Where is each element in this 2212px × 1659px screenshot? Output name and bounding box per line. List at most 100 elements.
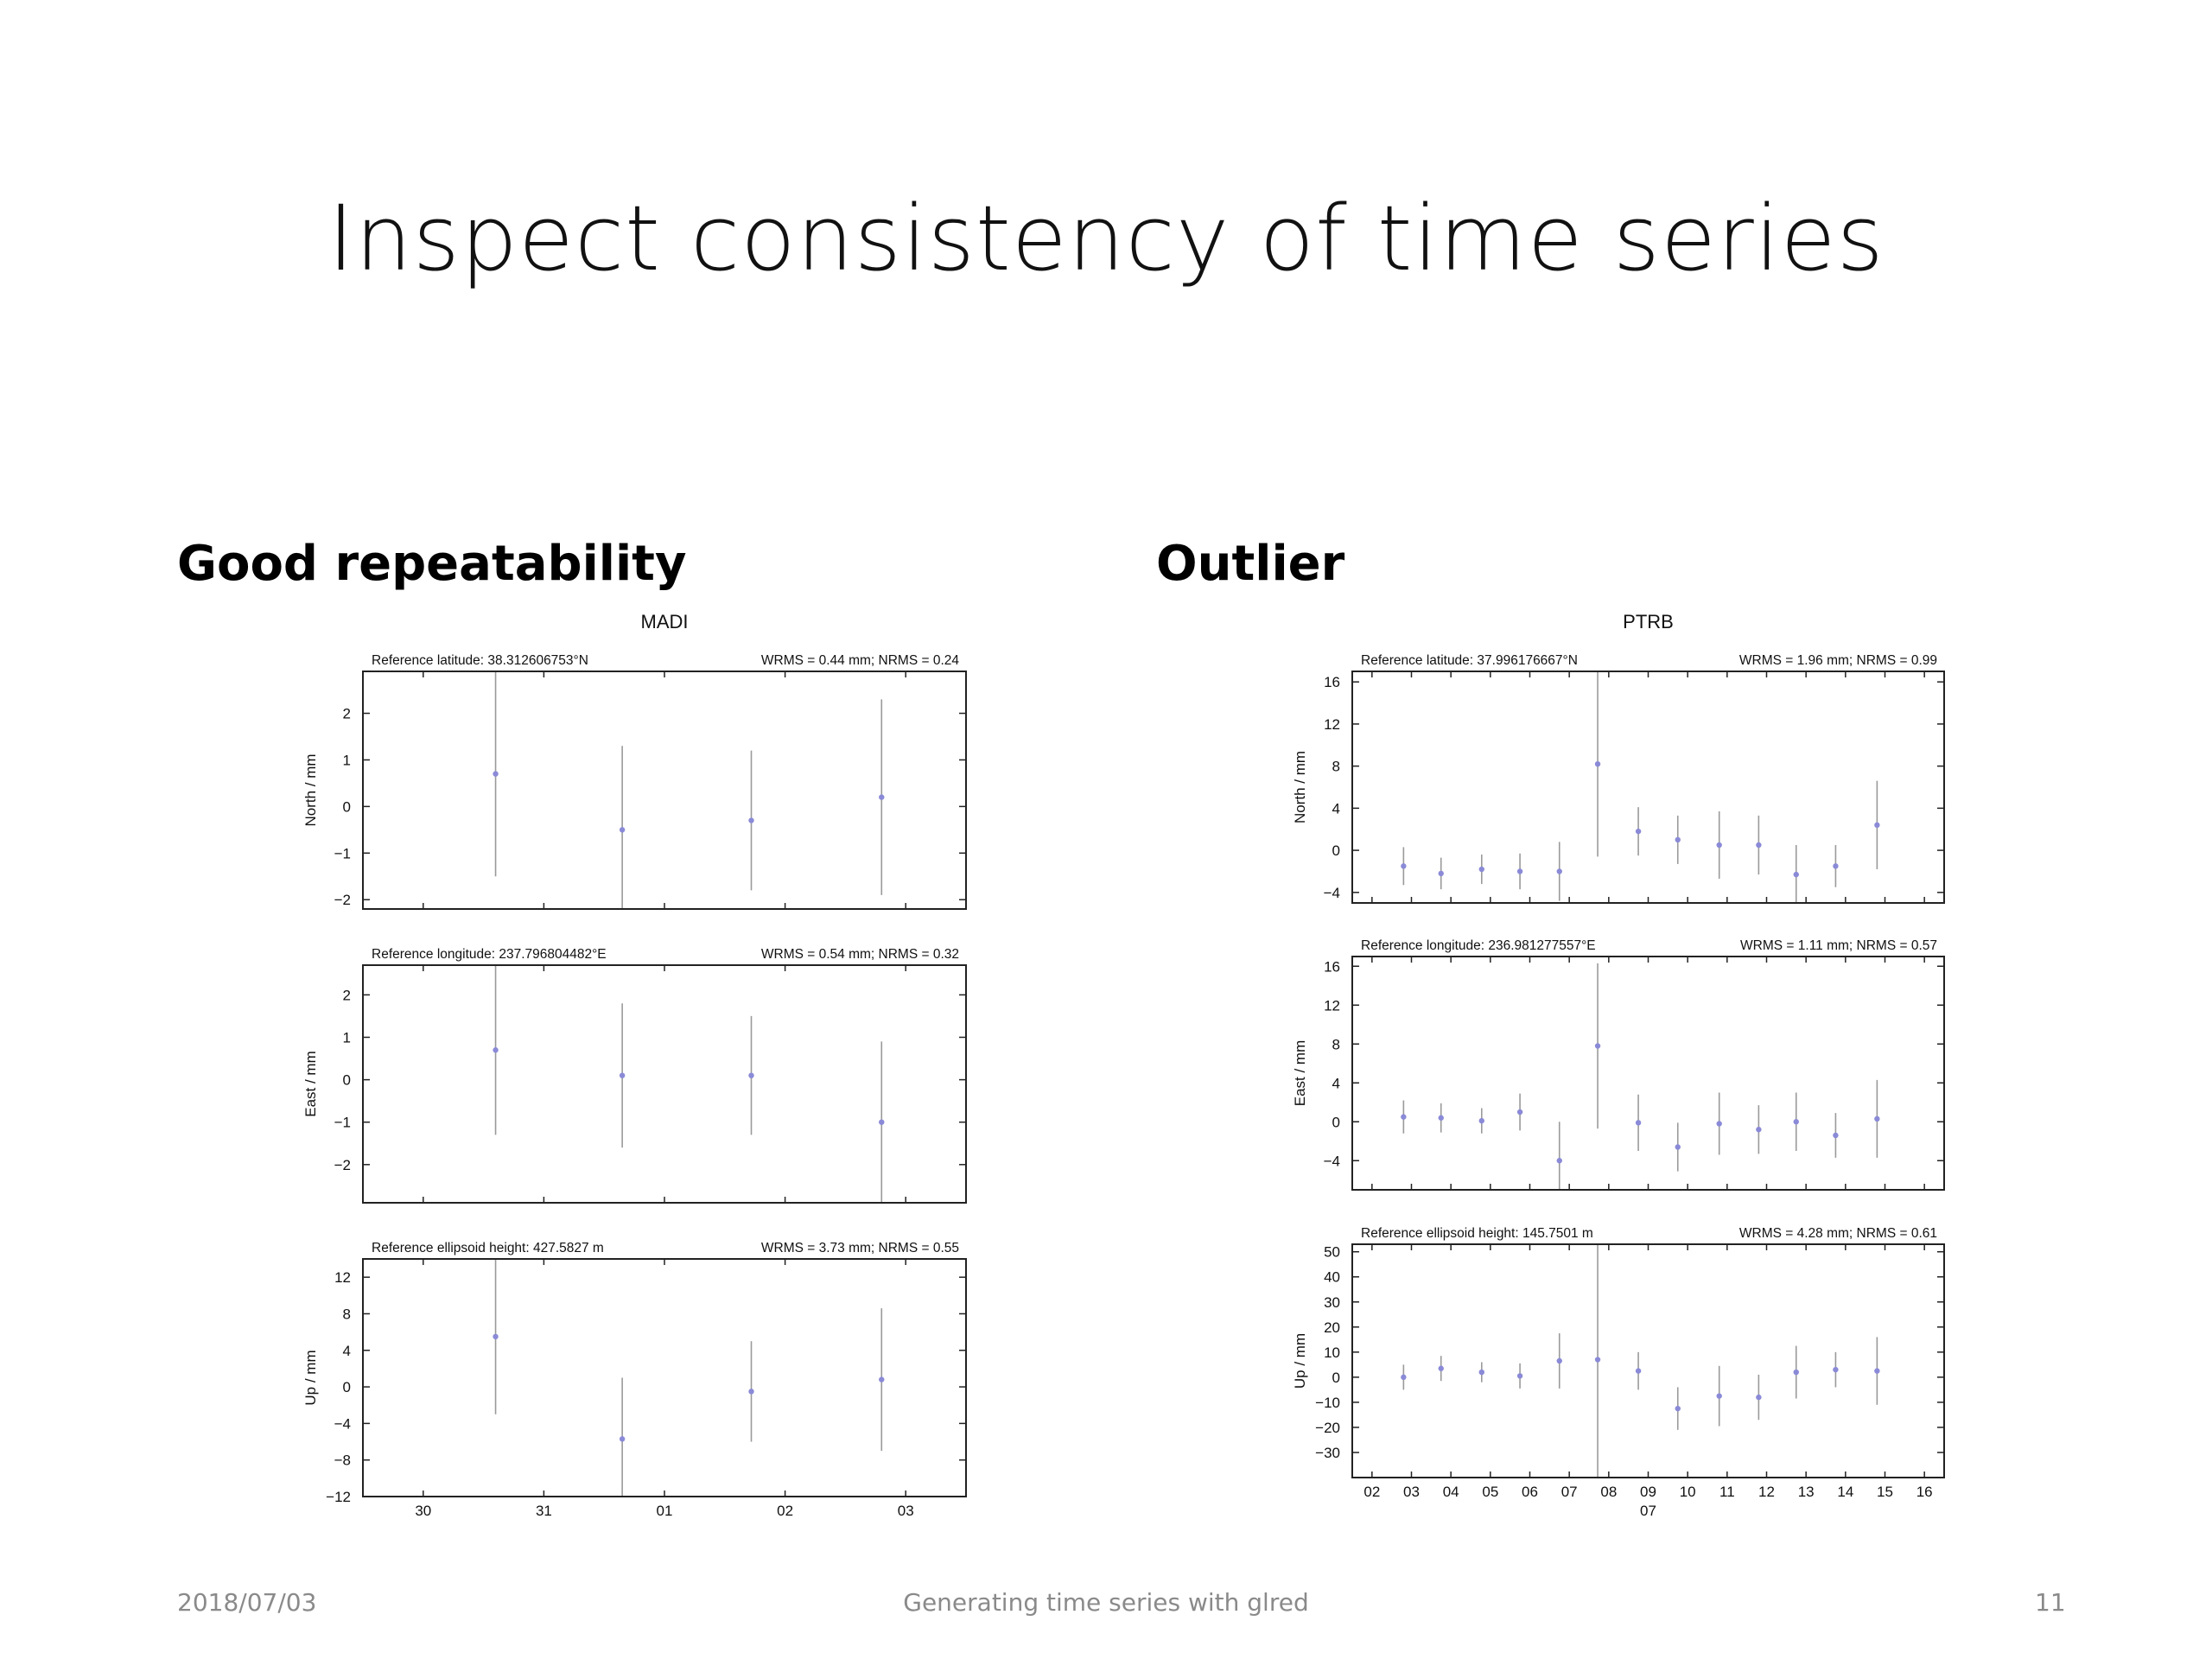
y-tick-label: 12 <box>1324 716 1340 733</box>
y-tick-label: −1 <box>334 1115 351 1131</box>
y-tick-label: −4 <box>1324 885 1340 901</box>
y-tick-label: 12 <box>334 1269 351 1286</box>
x-tick-label: 16 <box>1916 1484 1933 1500</box>
x-tick-label: 02 <box>1363 1484 1380 1500</box>
y-tick-label: 16 <box>1324 674 1340 690</box>
x-tick-label: 14 <box>1837 1484 1853 1500</box>
data-point <box>1793 871 1799 878</box>
data-point <box>1833 863 1839 869</box>
x-tick-label: 13 <box>1798 1484 1815 1500</box>
panel-stats-text: WRMS = 1.96 mm; NRMS = 0.99 <box>1739 653 1937 668</box>
panel-stats-text: WRMS = 4.28 mm; NRMS = 0.61 <box>1739 1226 1937 1241</box>
panel-reference-text: Reference longitude: 236.981277557°E <box>1361 938 1596 953</box>
data-point <box>1833 1366 1839 1373</box>
y-tick-label: 0 <box>343 1379 351 1395</box>
data-point <box>1716 842 1722 849</box>
y-tick-label: 8 <box>343 1306 351 1322</box>
data-point <box>1478 1117 1484 1124</box>
data-point <box>1478 1369 1484 1376</box>
y-tick-label: 0 <box>1332 1370 1340 1386</box>
y-tick-label: 0 <box>343 798 351 815</box>
x-tick-label: 02 <box>777 1503 793 1519</box>
y-axis-label: North / mm <box>1292 751 1308 823</box>
data-point <box>1438 1365 1444 1371</box>
data-point <box>619 1072 626 1078</box>
chart-title: MADI <box>641 611 689 632</box>
panel-frame <box>1351 956 1945 1191</box>
data-point <box>1793 1119 1799 1125</box>
data-point <box>879 794 885 800</box>
data-point <box>1874 1368 1880 1374</box>
data-point <box>1675 1405 1681 1412</box>
y-tick-label: 50 <box>1324 1244 1340 1261</box>
data-point <box>493 1333 499 1340</box>
x-tick-label: 08 <box>1600 1484 1617 1500</box>
panel-frame <box>1351 671 1945 904</box>
data-point <box>1716 1121 1722 1127</box>
y-tick-label: −1 <box>334 845 351 861</box>
x-axis-month-label: 07 <box>1640 1503 1656 1519</box>
data-point <box>1438 870 1444 877</box>
y-tick-label: 1 <box>343 752 351 768</box>
data-point <box>1516 868 1523 874</box>
footer-title: Generating time series with glred <box>903 1588 1309 1617</box>
data-point <box>1874 822 1880 829</box>
data-point <box>748 1389 754 1395</box>
data-point <box>1635 1368 1642 1374</box>
data-point <box>1556 868 1562 874</box>
x-tick-label: 09 <box>1640 1484 1656 1500</box>
x-tick-label: 30 <box>415 1503 431 1519</box>
x-tick-label: 15 <box>1877 1484 1893 1500</box>
y-tick-label: −30 <box>1315 1445 1340 1461</box>
y-axis-label: Up / mm <box>1292 1333 1308 1389</box>
y-tick-label: 2 <box>343 706 351 722</box>
panel-frame <box>1351 1243 1945 1478</box>
data-point <box>493 1047 499 1053</box>
y-tick-label: 4 <box>343 1343 351 1359</box>
panel-stats-text: WRMS = 3.73 mm; NRMS = 0.55 <box>761 1241 959 1255</box>
y-tick-label: 8 <box>1332 1036 1340 1052</box>
data-point <box>1833 1132 1839 1139</box>
right-chart-heading: Outlier <box>1156 536 1345 592</box>
x-tick-label: 10 <box>1680 1484 1696 1500</box>
data-point <box>1401 1114 1407 1120</box>
data-point <box>1478 866 1484 873</box>
y-tick-label: 2 <box>343 987 351 1003</box>
data-point <box>879 1119 885 1125</box>
data-point <box>1516 1109 1523 1116</box>
y-tick-label: 30 <box>1324 1294 1340 1311</box>
footer-date: 2018/07/03 <box>177 1588 317 1617</box>
data-point <box>1438 1115 1444 1121</box>
y-tick-label: 10 <box>1324 1344 1340 1361</box>
data-point <box>619 1436 626 1442</box>
data-point <box>1756 842 1762 849</box>
data-point <box>1594 761 1601 767</box>
x-tick-label: 31 <box>536 1503 552 1519</box>
panel-frame <box>362 1258 967 1497</box>
data-point <box>1793 1369 1799 1376</box>
x-tick-label: 12 <box>1758 1484 1775 1500</box>
data-point <box>1594 1043 1601 1049</box>
x-tick-label: 03 <box>898 1503 914 1519</box>
y-tick-label: −8 <box>334 1452 351 1469</box>
x-tick-label: 11 <box>1719 1484 1735 1500</box>
slide-number: 11 <box>2035 1588 2066 1617</box>
y-tick-label: 0 <box>1332 842 1340 859</box>
y-tick-label: 40 <box>1324 1269 1340 1286</box>
data-point <box>1635 1120 1642 1126</box>
panel-frame <box>362 964 967 1204</box>
data-point <box>748 817 754 823</box>
data-point <box>1675 1144 1681 1150</box>
y-tick-label: 20 <box>1324 1319 1340 1336</box>
panel-stats-text: WRMS = 1.11 mm; NRMS = 0.57 <box>1740 938 1937 953</box>
data-point <box>1401 1374 1407 1381</box>
y-tick-label: 12 <box>1324 997 1340 1014</box>
data-point <box>1594 1357 1601 1363</box>
panel-stats-text: WRMS = 0.44 mm; NRMS = 0.24 <box>761 653 959 668</box>
y-tick-label: −2 <box>334 1157 351 1173</box>
y-tick-label: 0 <box>1332 1114 1340 1130</box>
y-tick-label: 4 <box>1332 800 1340 817</box>
x-tick-label: 01 <box>657 1503 673 1519</box>
slide-title: Inspect consistency of time series <box>327 186 1885 291</box>
